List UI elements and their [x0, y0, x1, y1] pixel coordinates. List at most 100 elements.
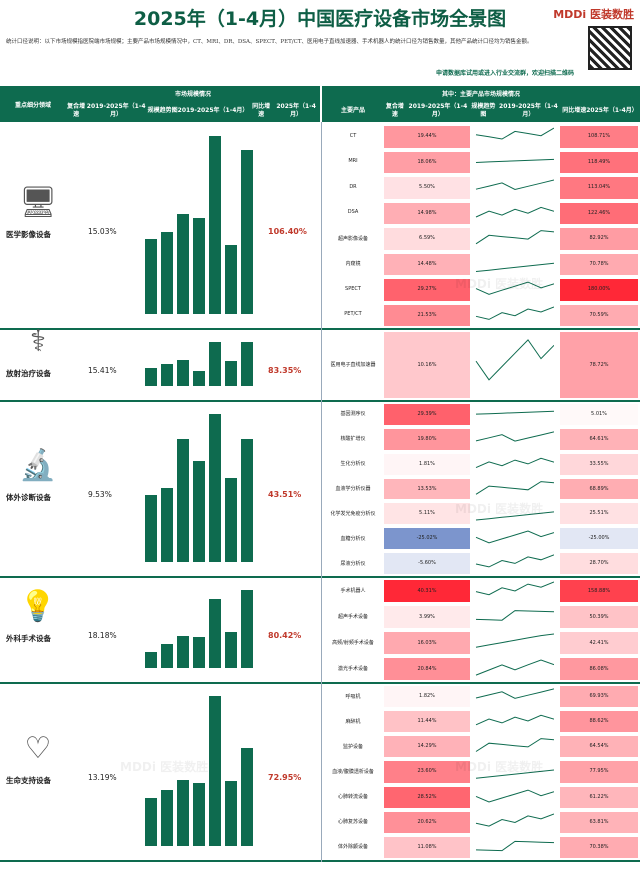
sparkline-line [475, 281, 554, 295]
product-row: CT 19.44% 108.71% [322, 124, 640, 150]
trend-bar [193, 218, 205, 314]
product-yoy-cell: 64.54% [560, 736, 638, 758]
product-cagr-cell: 13.53% [384, 478, 470, 500]
sparkline-line [475, 633, 554, 648]
product-sparkline [475, 158, 554, 163]
category-cagr: 15.03% [88, 227, 117, 236]
header-cagr: 复合增速 2019-2025年（1-4月） [66, 100, 146, 122]
trend-bar [209, 342, 221, 386]
product-sparkline [475, 738, 554, 753]
product-cagr-cell: 16.03% [384, 632, 470, 654]
product-yoy-cell: 64.61% [560, 428, 638, 450]
trend-bar [177, 439, 189, 562]
sparkline-line [475, 813, 554, 827]
category-name: 放射治疗设备 [6, 369, 51, 378]
trend-bar [161, 232, 173, 314]
trend-bar [145, 652, 157, 668]
product-cagr-cell: 19.44% [384, 126, 470, 148]
product-yoy-cell: 25.51% [560, 503, 638, 525]
product-row: 呼吸机 1.82% 69.93% [322, 684, 640, 709]
product-cagr-cell: 1.81% [384, 453, 470, 475]
product-row: 高频/射频手术设备 16.03% 42.41% [322, 630, 640, 656]
trend-bar-chart [145, 590, 253, 668]
product-row: 体外除颤设备 11.08% 70.38% [322, 835, 640, 860]
sparkline-line [475, 431, 554, 442]
category-yoy: 72.95% [268, 773, 302, 782]
product-yoy-cell: 108.71% [560, 126, 638, 148]
sparkline-line [475, 738, 554, 753]
product-sparkline [475, 813, 554, 827]
trend-bar [193, 637, 205, 668]
sparkline-line [475, 206, 554, 217]
product-row: 尿液分析仪 -5.60% 28.70% [322, 551, 640, 576]
category-band [0, 578, 640, 684]
product-name: 生化分析仪 [340, 461, 366, 468]
trend-bar [225, 478, 237, 562]
category-yoy: 80.42% [268, 631, 302, 640]
watermark: MDDi 医装数胜 [120, 760, 209, 774]
trend-bar [193, 783, 205, 846]
trend-bar [145, 495, 157, 562]
product-sparkline [475, 769, 554, 780]
product-yoy-cell: 70.59% [560, 304, 638, 326]
trend-bar [225, 781, 237, 846]
sparkline-line [475, 262, 554, 272]
product-yoy-cell: 78.72% [560, 332, 638, 398]
microscope-icon: 🔬 [19, 448, 57, 483]
sparkline-line [475, 688, 554, 699]
product-row: 生化分析仪 1.81% 33.55% [322, 452, 640, 477]
product-sparkline [475, 431, 554, 442]
product-name: 呼吸机 [345, 693, 361, 700]
product-sparkline [475, 230, 554, 245]
trend-bar [241, 439, 253, 562]
trend-bar [209, 599, 221, 668]
category-band [0, 402, 640, 578]
product-row: 超声手术设备 3.99% 50.39% [322, 604, 640, 630]
product-cagr-cell: 14.29% [384, 736, 470, 758]
product-yoy-cell: 86.08% [560, 658, 638, 680]
category-cagr: 13.19% [88, 773, 117, 782]
product-cagr-cell: 40.31% [384, 580, 470, 602]
product-row: 监护设备 14.29% 64.54% [322, 734, 640, 759]
header-market-section: 市场规模情况 [66, 86, 320, 100]
category-band [0, 684, 640, 862]
header-yoy: 同比增速 2025年（1-4月） [250, 100, 320, 122]
cta-text: 申请数据库试用或进入行业交流群，欢迎扫描二维码 [435, 70, 574, 77]
category-cagr: 9.53% [88, 490, 112, 499]
product-row: 核酸扩增仪 19.80% 64.61% [322, 427, 640, 452]
product-yoy-cell: 113.04% [560, 177, 638, 199]
category-yoy: 43.51% [268, 490, 302, 499]
product-name: 手术机器人 [340, 588, 366, 594]
category-cagr: 15.41% [88, 366, 117, 375]
trend-bar [161, 644, 173, 668]
product-sparkline [475, 179, 554, 191]
sparkline-line [475, 714, 554, 726]
product-yoy-cell: 42.41% [560, 632, 638, 654]
product-cagr-cell: 29.39% [384, 404, 470, 425]
category-cagr: 18.18% [88, 631, 117, 640]
product-yoy-cell: 69.93% [560, 686, 638, 708]
sparkline-line [475, 480, 554, 495]
sparkline-line [475, 610, 554, 621]
product-sparkline [475, 633, 554, 648]
product-row: 血液/腹膜透析设备 23.60% 77.95% [322, 759, 640, 784]
product-sparkline [475, 480, 554, 495]
product-name: 心肺转流设备 [337, 794, 368, 801]
category-name: 生命支持设备 [6, 776, 51, 785]
product-yoy-cell: 68.89% [560, 478, 638, 500]
trend-bar [241, 590, 253, 668]
sparkline-line [475, 158, 554, 163]
trend-bar [241, 342, 253, 386]
product-yoy-cell: 77.95% [560, 761, 638, 783]
product-row: 心肺复苏设备 20.62% 63.81% [322, 810, 640, 835]
product-row: 麻醉机 11.44% 88.62% [322, 709, 640, 734]
product-sparkline [475, 554, 554, 568]
sparkline-line [475, 769, 554, 780]
sparkline-line [475, 530, 554, 544]
product-sparkline [475, 840, 554, 851]
trend-bar [209, 414, 221, 562]
product-row: MRI 18.06% 118.49% [322, 150, 640, 176]
product-name: 血液/腹膜透析设备 [332, 768, 374, 775]
product-name: 超声影像设备 [337, 235, 368, 242]
sparkline-line [475, 511, 554, 521]
